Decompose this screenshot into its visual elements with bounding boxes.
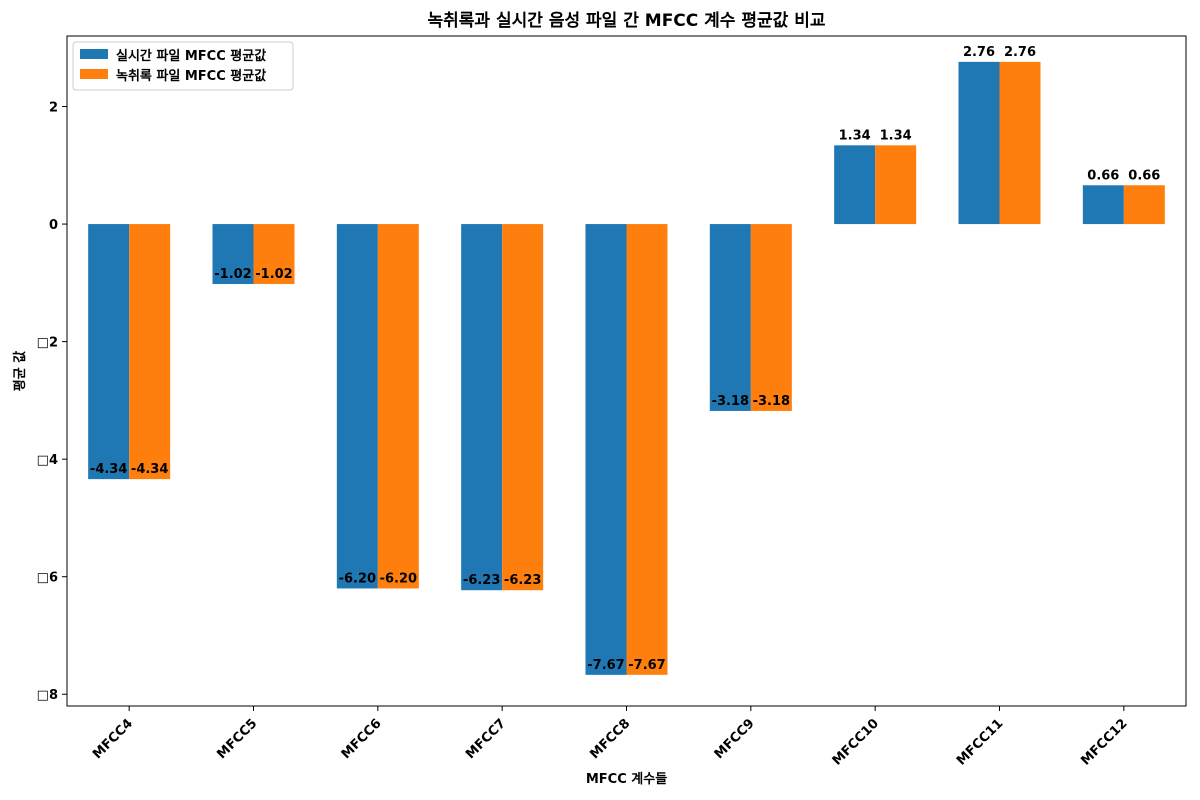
data-label-realtime-mfcc9: -3.18 [712, 394, 749, 409]
data-label-transcript-mfcc5: -1.02 [255, 267, 292, 282]
legend-label-transcript: 녹취록 파일 MFCC 평균값 [116, 68, 266, 84]
bar-realtime-mfcc10 [834, 145, 876, 225]
bar-realtime-mfcc9 [709, 224, 751, 411]
bar-transcript-mfcc9 [750, 224, 792, 411]
legend: 실시간 파일 MFCC 평균값 녹취록 파일 MFCC 평균값 [72, 41, 294, 91]
legend-label-realtime: 실시간 파일 MFCC 평균값 [116, 48, 266, 64]
data-label-realtime-mfcc7: -6.23 [463, 573, 500, 588]
y-axis-label: 평균 값 [12, 351, 28, 391]
bar-transcript-mfcc8 [626, 224, 668, 675]
data-label-realtime-mfcc10: 1.34 [839, 128, 871, 143]
x-tick-label-mfcc4: MFCC4 [90, 716, 136, 762]
legend-swatch-transcript [80, 69, 108, 79]
data-label-realtime-mfcc5: -1.02 [214, 267, 251, 282]
chart-title: 녹취록과 실시간 음성 파일 간 MFCC 계수 평균값 비교 [428, 10, 826, 31]
bar-realtime-mfcc4 [88, 224, 130, 480]
data-label-transcript-mfcc10: 1.34 [880, 128, 912, 143]
data-label-transcript-mfcc12: 0.66 [1128, 168, 1160, 183]
data-label-transcript-mfcc4: -4.34 [131, 462, 168, 477]
y-tick-label: □2 [37, 336, 58, 351]
bar-transcript-mfcc4 [129, 224, 171, 480]
y-tick-label: □4 [37, 453, 58, 468]
x-axis-label: MFCC 계수들 [586, 772, 667, 787]
data-label-realtime-mfcc12: 0.66 [1087, 168, 1119, 183]
bar-realtime-mfcc5 [212, 224, 254, 285]
x-tick-label-mfcc8: MFCC8 [587, 716, 633, 762]
x-axis: MFCC4 MFCC5 MFCC6 MFCC7 MFCC8 MFCC9 MFCC10 MFCC… [90, 706, 1131, 769]
bar-transcript-mfcc12 [1123, 185, 1165, 225]
y-axis: 2 0 □2 □4 □6 □8 [37, 101, 67, 703]
legend-swatch-realtime [80, 49, 108, 59]
y-tick-label: □6 [37, 571, 58, 586]
bar-transcript-mfcc5 [253, 224, 295, 285]
bar-realtime-mfcc12 [1082, 185, 1124, 225]
x-tick-label-mfcc6: MFCC6 [339, 716, 385, 762]
x-tick-label-mfcc7: MFCC7 [463, 716, 509, 762]
y-tick-label: □8 [37, 688, 58, 703]
data-label-transcript-mfcc7: -6.23 [504, 573, 541, 588]
data-label-realtime-mfcc11: 2.76 [963, 45, 995, 60]
bar-transcript-mfcc11 [999, 61, 1041, 225]
bars-layer [88, 61, 1165, 675]
bar-realtime-mfcc8 [585, 224, 627, 675]
bar-realtime-mfcc7 [461, 224, 503, 591]
y-tick-label: 2 [49, 101, 58, 116]
bar-realtime-mfcc11 [958, 61, 1000, 225]
x-tick-label-mfcc11: MFCC11 [954, 716, 1006, 768]
bar-transcript-mfcc6 [377, 224, 419, 589]
data-label-realtime-mfcc6: -6.20 [339, 571, 376, 586]
data-label-realtime-mfcc4: -4.34 [90, 462, 127, 477]
bar-transcript-mfcc10 [875, 145, 917, 225]
data-label-transcript-mfcc9: -3.18 [753, 394, 790, 409]
data-labels-layer: -4.34 -1.02 -6.20 -6.23 -7.67 -3.18 1.34 2.76 0.… [90, 45, 1160, 673]
bar-transcript-mfcc7 [502, 224, 544, 591]
data-label-transcript-mfcc6: -6.20 [380, 571, 417, 586]
bar-realtime-mfcc6 [336, 224, 378, 589]
data-label-transcript-mfcc8: -7.67 [628, 658, 665, 673]
legend-box [72, 41, 294, 91]
x-tick-label-mfcc9: MFCC9 [712, 716, 758, 762]
y-tick-label: 0 [49, 218, 58, 233]
x-tick-label-mfcc10: MFCC10 [830, 716, 882, 768]
x-tick-label-mfcc12: MFCC12 [1078, 716, 1130, 768]
x-tick-label-mfcc5: MFCC5 [214, 716, 260, 762]
data-label-transcript-mfcc11: 2.76 [1004, 45, 1036, 60]
data-label-realtime-mfcc8: -7.67 [587, 658, 624, 673]
